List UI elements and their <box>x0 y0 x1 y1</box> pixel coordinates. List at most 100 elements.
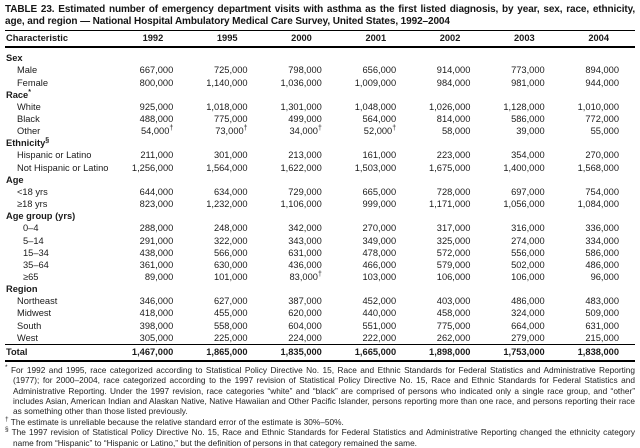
cell-value: 354,000 <box>511 150 545 161</box>
cell-value: 279,000 <box>511 332 545 343</box>
column-header-year: 2000 <box>263 30 338 49</box>
cell-value: 1,753,000 <box>486 343 561 363</box>
cell-value: 83,000† <box>289 270 322 282</box>
cell-value <box>189 137 263 149</box>
cell-value: 1,898,000 <box>412 343 487 363</box>
row-label: Total <box>5 343 115 363</box>
cell-value: 656,000 <box>362 65 397 76</box>
cell-value: 586,000 <box>511 113 545 124</box>
row-label: Not Hispanic or Latino <box>17 162 109 173</box>
cell-value: 274,000 <box>511 235 545 246</box>
row-label: Black <box>17 113 40 124</box>
column-header-year: 2003 <box>486 30 561 49</box>
table-title: TABLE 23. Estimated number of emergency … <box>5 4 635 27</box>
footnote-marker: § <box>5 426 9 434</box>
cell-value: 248,000 <box>213 223 248 234</box>
asthma-ed-visits-table: Characteristic 1992 1995 2000 2001 2002 2003 20… <box>5 30 635 363</box>
footnote-marker: † <box>317 270 322 278</box>
cell-value <box>338 89 412 101</box>
cell-value <box>486 210 560 222</box>
cell-value: 823,000 <box>139 199 174 210</box>
cell-value: 1,036,000 <box>280 77 322 88</box>
cell-value: 558,000 <box>213 320 248 331</box>
cell-value <box>264 137 338 149</box>
cell-value: 944,000 <box>585 77 619 88</box>
cell-value: 458,000 <box>436 308 471 319</box>
cell-value: 551,000 <box>362 320 397 331</box>
cell-value: 478,000 <box>362 247 397 258</box>
cell-value <box>115 137 189 149</box>
cell-value: 361,000 <box>139 259 174 270</box>
column-header-year: 2002 <box>412 30 487 49</box>
cell-value: 566,000 <box>213 247 248 258</box>
cell-value: 211,000 <box>140 150 174 161</box>
cell-value <box>338 47 412 64</box>
cell-value: 436,000 <box>288 259 322 270</box>
cell-value: 984,000 <box>436 77 471 88</box>
cell-value: 586,000 <box>585 247 619 258</box>
cell-value <box>189 283 263 295</box>
cell-value: 483,000 <box>585 296 619 307</box>
cell-value <box>412 210 486 222</box>
cell-value: 1,232,000 <box>206 199 248 210</box>
cell-value <box>189 47 263 64</box>
cell-value: 1,622,000 <box>280 162 322 173</box>
cell-value: 58,000 <box>441 126 471 137</box>
cell-value: 349,000 <box>362 235 397 246</box>
cell-value: 1,010,000 <box>577 101 619 112</box>
cell-value: 52,000† <box>363 125 397 137</box>
cell-value: 101,000 <box>213 272 248 282</box>
cell-value: 106,000 <box>436 272 471 282</box>
cell-value: 725,000 <box>213 65 248 76</box>
cell-value: 305,000 <box>139 332 174 343</box>
row-label: Female <box>17 77 49 88</box>
row-label: Hispanic or Latino <box>17 150 92 161</box>
cell-value <box>561 47 635 64</box>
row-label: Midwest <box>17 308 52 319</box>
cell-value: 343,000 <box>288 235 322 246</box>
table-row: ≥18 yrs 823,000 1,232,000 1,106,000 999,000 1… <box>5 198 635 210</box>
cell-value: 488,000 <box>139 113 174 124</box>
cell-value: 1,400,000 <box>503 162 545 173</box>
table-row: Male 667,000 725,000 798,000 656,000 914,000 7… <box>5 64 635 76</box>
table-row: Ethnicity§ <box>5 137 635 149</box>
cell-value: 440,000 <box>362 308 397 319</box>
cell-value: 55,000 <box>590 126 619 137</box>
cell-value: 499,000 <box>288 113 322 124</box>
cell-value <box>561 137 635 149</box>
cell-value <box>486 47 560 64</box>
cell-value: 754,000 <box>585 186 619 197</box>
table-row: White 925,000 1,018,000 1,301,000 1,048,000 1… <box>5 101 635 113</box>
table-row: ≥65 89,000 101,000 83,000† 103,000 106,000 106… <box>5 271 635 283</box>
cell-value: 224,000 <box>288 332 322 343</box>
footnote: § The 1997 revision of Statistical Polic… <box>5 426 635 448</box>
cell-value: 667,000 <box>139 65 174 76</box>
cell-value: 631,000 <box>585 320 619 331</box>
cell-value <box>412 89 486 101</box>
table-row: <18 yrs 644,000 634,000 729,000 665,000 728,0… <box>5 186 635 198</box>
cell-value: 1,084,000 <box>577 199 619 210</box>
cell-value: 572,000 <box>436 247 471 258</box>
cell-value: 627,000 <box>213 296 248 307</box>
cell-value: 387,000 <box>288 296 322 307</box>
table-row: Age group (yrs) <box>5 210 635 222</box>
cell-value: 403,000 <box>436 296 471 307</box>
cell-value <box>115 283 189 295</box>
cell-value: 1,026,000 <box>429 101 471 112</box>
footnote-marker: † <box>169 125 174 133</box>
column-header-year: 2004 <box>560 30 635 49</box>
cell-value <box>561 89 635 101</box>
cell-value <box>189 174 263 186</box>
table-row: Sex <box>5 47 635 64</box>
cell-value: 981,000 <box>511 77 545 88</box>
cell-value: 346,000 <box>139 296 174 307</box>
cell-value: 1,009,000 <box>354 77 397 88</box>
cell-value: 1,564,000 <box>206 162 248 173</box>
cell-value: 39,000 <box>516 126 545 137</box>
footnote-marker: † <box>317 125 322 133</box>
row-label: Age group (yrs) <box>6 211 76 222</box>
cell-value: 814,000 <box>436 113 471 124</box>
cell-value <box>561 174 635 186</box>
cell-value: 270,000 <box>585 150 619 161</box>
cell-value <box>264 174 338 186</box>
